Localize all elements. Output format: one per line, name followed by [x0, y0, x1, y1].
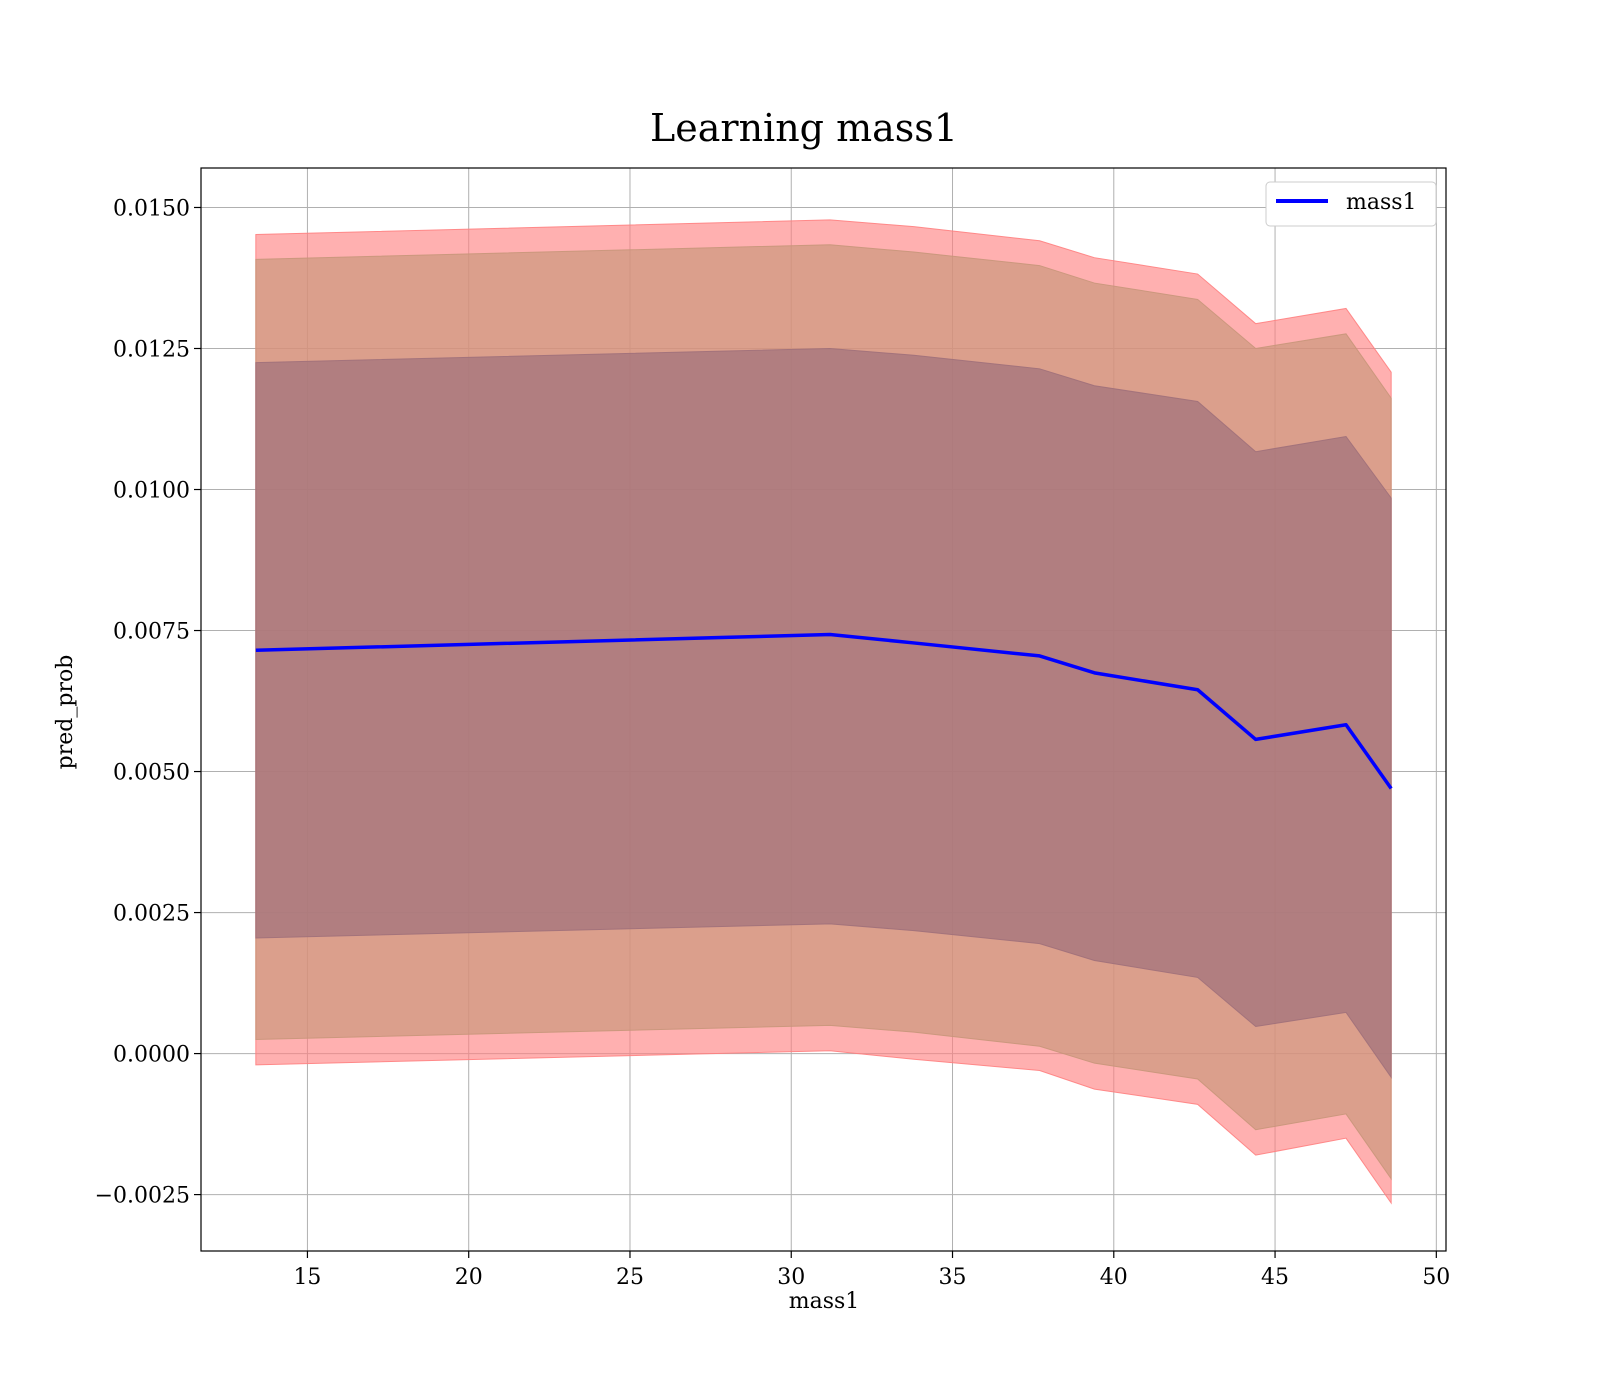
band-inner: [255, 347, 1392, 1079]
legend: mass1: [1265, 181, 1437, 227]
x-tick-label: 35: [939, 1265, 967, 1290]
series-line-mass1: [255, 632, 1393, 790]
y-tick-label: 0.0050: [113, 761, 190, 786]
x-tick-label: 45: [1261, 1265, 1289, 1290]
x-axis-label: mass1: [789, 1289, 860, 1314]
y-tick-label: −0.0025: [95, 1184, 190, 1209]
chart-title: Learning mass1: [650, 106, 958, 150]
x-tick-label: 30: [777, 1265, 805, 1290]
y-tick-label: 0.0000: [113, 1043, 190, 1068]
x-axis-ticks: 15 20 25 30 35 40 45 50: [293, 1251, 1450, 1290]
x-tick-label: 25: [616, 1265, 644, 1290]
legend-label-mass1: mass1: [1346, 190, 1417, 215]
x-tick-label: 20: [455, 1265, 483, 1290]
y-tick-label: 0.0125: [113, 338, 190, 363]
y-axis-label: pred_prob: [53, 655, 78, 770]
y-axis-ticks: −0.0025 0.0000 0.0025 0.0050 0.0075 0.0100 0.0…: [95, 196, 201, 1209]
confidence-bands: [255, 219, 1392, 1205]
series-lines: [255, 632, 1393, 790]
plot-frame: [200, 167, 1447, 1252]
x-tick-label: 40: [1100, 1265, 1128, 1290]
y-tick-label: 0.0025: [113, 902, 190, 927]
legend-box: [1265, 181, 1437, 227]
x-tick-label: 15: [293, 1265, 321, 1290]
y-tick-label: 0.0150: [113, 196, 190, 221]
x-tick-label: 50: [1422, 1265, 1450, 1290]
y-tick-label: 0.0075: [113, 620, 190, 645]
y-tick-label: 0.0100: [113, 479, 190, 504]
